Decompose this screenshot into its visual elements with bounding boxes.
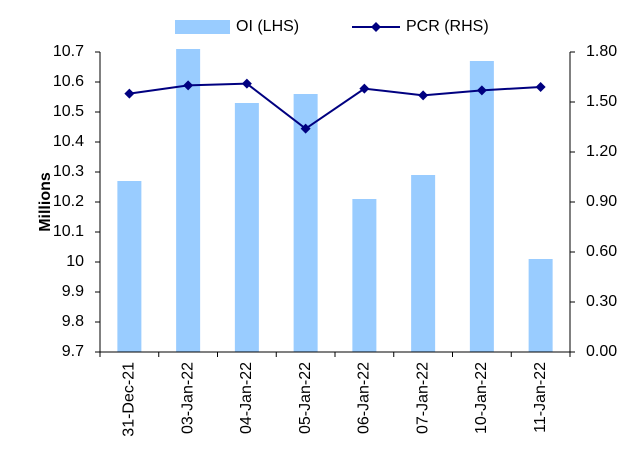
x-tick-label: 31-Dec-21	[121, 362, 138, 437]
bar	[528, 259, 553, 352]
bar	[117, 181, 142, 352]
x-tick-label: 05-Jan-22	[297, 362, 314, 434]
line-marker	[124, 88, 135, 99]
legend-label: PCR (RHS)	[406, 18, 489, 35]
line-marker	[241, 78, 252, 89]
y2-tick-label: 1.80	[586, 43, 617, 60]
bar	[469, 61, 494, 352]
y2-tick-label: 0.90	[586, 193, 617, 210]
legend-marker	[371, 22, 381, 32]
line-marker	[535, 82, 546, 92]
line-marker	[476, 85, 487, 96]
y-tick-label: 10.7	[53, 43, 84, 60]
x-tick-label: 07-Jan-22	[414, 362, 431, 434]
y-tick-label: 10.6	[53, 73, 84, 90]
y-tick-label: 9.8	[62, 313, 84, 330]
y-tick-label: 10.3	[53, 163, 84, 180]
y-tick-label: 10.1	[53, 223, 84, 240]
y-tick-label: 9.7	[62, 343, 84, 360]
line	[129, 82, 541, 130]
y2-tick-label: 0.30	[586, 293, 617, 310]
line-marker	[359, 83, 370, 94]
bar	[176, 49, 201, 352]
y2-tick-label: 0.60	[586, 243, 617, 260]
line-marker	[183, 80, 194, 91]
bar	[293, 94, 318, 352]
y-tick-label: 9.9	[62, 283, 84, 300]
y2-tick-label: 1.20	[586, 143, 617, 160]
x-tick-label: 04-Jan-22	[238, 362, 255, 434]
y-tick-label: 10.4	[53, 133, 84, 150]
x-tick-label: 11-Jan-22	[532, 362, 549, 433]
line-marker	[418, 90, 429, 101]
x-tick-label: 03-Jan-22	[179, 362, 196, 434]
y2-tick-label: 0.00	[586, 343, 617, 360]
bar	[411, 175, 436, 352]
x-tick-label: 10-Jan-22	[473, 362, 490, 434]
x-tick-label: 06-Jan-22	[356, 362, 373, 434]
bar	[234, 103, 259, 352]
y-tick-label: 10.2	[53, 193, 84, 210]
y-tick-label: 10.5	[53, 103, 84, 120]
y-tick-label: 10	[66, 253, 84, 270]
y-axis-label: Millions	[37, 172, 54, 232]
legend-label: OI (LHS)	[236, 18, 299, 35]
legend-swatch	[175, 20, 230, 34]
line-marker	[300, 123, 311, 134]
bar	[352, 199, 377, 352]
y2-tick-label: 1.50	[586, 93, 617, 110]
